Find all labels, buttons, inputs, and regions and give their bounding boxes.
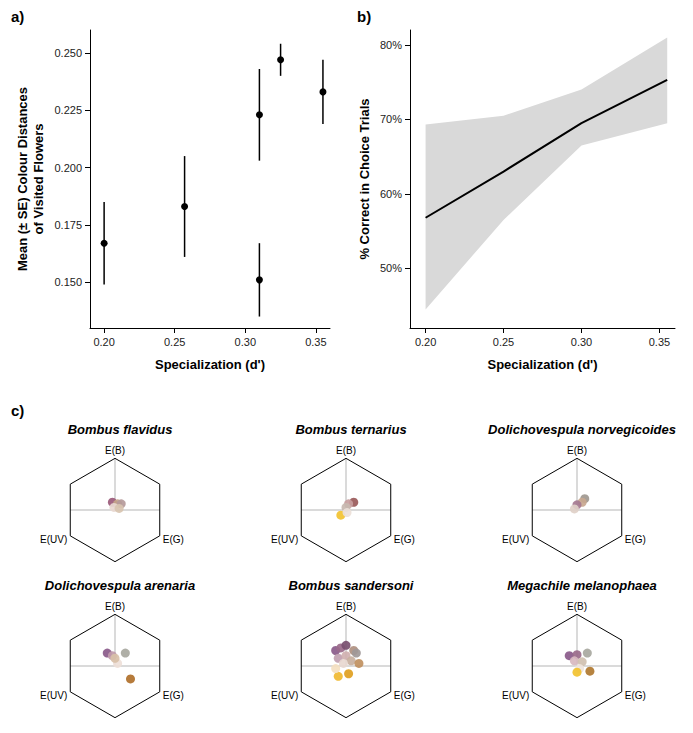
- svg-text:Specialization (d'): Specialization (d'): [155, 357, 265, 372]
- svg-text:0.20: 0.20: [93, 336, 114, 348]
- svg-text:50%: 50%: [380, 262, 402, 274]
- svg-text:E(UV): E(UV): [271, 690, 298, 701]
- svg-text:E(G): E(G): [163, 534, 184, 545]
- svg-text:0.175: 0.175: [54, 219, 82, 231]
- svg-text:E(G): E(G): [163, 690, 184, 701]
- svg-text:0.30: 0.30: [235, 336, 256, 348]
- svg-text:Specialization (d'): Specialization (d'): [488, 357, 598, 372]
- svg-text:Bombus sandersoni: Bombus sandersoni: [289, 578, 414, 593]
- svg-text:Mean (± SE) Colour Distances: Mean (± SE) Colour Distances: [15, 87, 30, 271]
- svg-text:E(B): E(B): [336, 445, 356, 456]
- svg-text:0.35: 0.35: [305, 336, 326, 348]
- svg-text:E(UV): E(UV): [271, 534, 298, 545]
- svg-text:E(G): E(G): [625, 534, 646, 545]
- svg-text:E(G): E(G): [625, 690, 646, 701]
- svg-text:E(UV): E(UV): [502, 534, 529, 545]
- svg-text:E(B): E(B): [105, 445, 125, 456]
- svg-text:Megachile melanophaea: Megachile melanophaea: [507, 578, 657, 593]
- svg-text:Bombus ternarius: Bombus ternarius: [295, 422, 406, 437]
- svg-text:0.35: 0.35: [649, 336, 670, 348]
- svg-text:0.20: 0.20: [415, 336, 436, 348]
- svg-text:c): c): [11, 402, 24, 419]
- svg-text:E(G): E(G): [394, 690, 415, 701]
- svg-text:E(UV): E(UV): [502, 690, 529, 701]
- svg-text:a): a): [11, 8, 24, 25]
- svg-text:E(B): E(B): [567, 445, 587, 456]
- svg-text:0.30: 0.30: [571, 336, 592, 348]
- svg-text:0.225: 0.225: [54, 104, 82, 116]
- svg-text:0.200: 0.200: [54, 162, 82, 174]
- svg-text:E(UV): E(UV): [40, 690, 67, 701]
- svg-text:Dolichovespula arenaria: Dolichovespula arenaria: [45, 578, 195, 593]
- svg-text:E(G): E(G): [394, 534, 415, 545]
- svg-text:E(B): E(B): [336, 601, 356, 612]
- svg-text:60%: 60%: [380, 188, 402, 200]
- svg-text:0.25: 0.25: [493, 336, 514, 348]
- svg-text:70%: 70%: [380, 113, 402, 125]
- svg-text:0.25: 0.25: [164, 336, 185, 348]
- svg-text:Dolichovespula norvegicoides: Dolichovespula norvegicoides: [488, 422, 676, 437]
- svg-text:0.150: 0.150: [54, 276, 82, 288]
- svg-text:b): b): [357, 8, 371, 25]
- svg-text:80%: 80%: [380, 39, 402, 51]
- svg-text:of Visited Flowers: of Visited Flowers: [31, 123, 46, 234]
- svg-text:0.250: 0.250: [54, 47, 82, 59]
- svg-text:Bombus flavidus: Bombus flavidus: [68, 422, 173, 437]
- svg-text:E(B): E(B): [567, 601, 587, 612]
- svg-text:E(B): E(B): [105, 601, 125, 612]
- svg-text:E(UV): E(UV): [40, 534, 67, 545]
- svg-text:% Correct in Choice Trials: % Correct in Choice Trials: [357, 98, 372, 259]
